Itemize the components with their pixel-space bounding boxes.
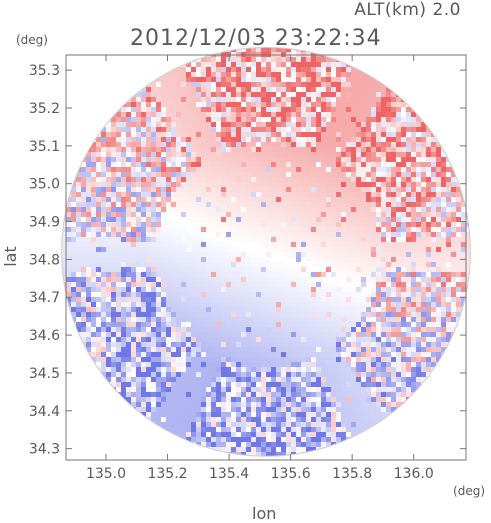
y-tick-label: 34.9 xyxy=(29,215,60,231)
y-tick-label: 34.3 xyxy=(29,442,60,458)
y-tick-label: 34.4 xyxy=(29,404,60,420)
y-tick-label: 34.8 xyxy=(29,252,60,268)
y-tick-label: 34.6 xyxy=(29,328,60,344)
x-tick-label: 135.6 xyxy=(271,466,311,482)
x-tick-label: 135.8 xyxy=(332,466,372,482)
doppler-field xyxy=(61,47,471,457)
y-tick-label: 35.2 xyxy=(29,101,60,117)
y-tick-label: 34.5 xyxy=(29,366,60,382)
x-tick-label: 135.4 xyxy=(209,466,249,482)
y-tick-label: 35.1 xyxy=(29,139,60,155)
y-tick-label: 34.7 xyxy=(29,290,60,306)
x-tick-label: 135.2 xyxy=(147,466,187,482)
x-tick-label: 136.0 xyxy=(394,466,434,482)
y-tick-label: 35.3 xyxy=(29,63,60,79)
y-tick-label: 35.0 xyxy=(29,177,60,193)
x-tick-label: 135.0 xyxy=(86,466,126,482)
